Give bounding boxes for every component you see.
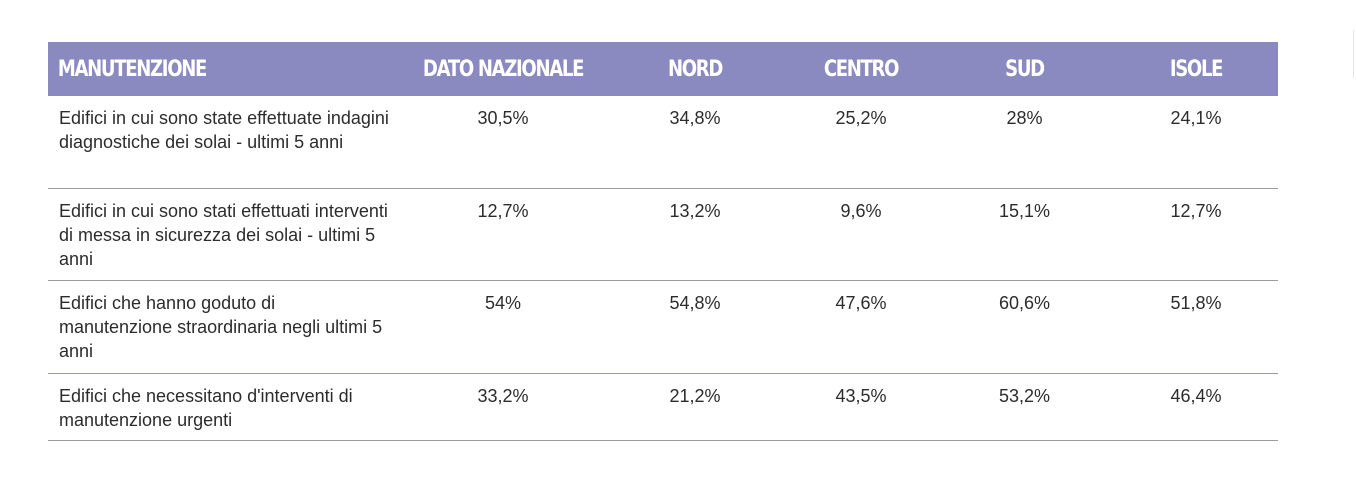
table-row: Edifici in cui sono state effettuate ind… <box>48 96 1278 189</box>
cell-dato-nazionale: 54% <box>403 280 603 374</box>
cell-centro: 43,5% <box>787 373 935 441</box>
row-label: Edifici che hanno goduto di manutenzione… <box>48 280 403 374</box>
cell-isole: 46,4% <box>1114 373 1278 441</box>
cell-sud: 28% <box>935 96 1114 189</box>
table-row: Edifici che necessitano d'interventi di … <box>48 373 1278 441</box>
edge-divider <box>1353 30 1354 78</box>
header-dato-nazionale: DATO NAZIONALE <box>422 56 584 82</box>
cell-nord: 34,8% <box>603 96 787 189</box>
cell-centro: 9,6% <box>787 188 935 281</box>
cell-sud: 60,6% <box>935 280 1114 374</box>
table-header: MANUTENZIONE DATO NAZIONALE NORD CENTRO … <box>48 42 1278 96</box>
cell-sud: 15,1% <box>935 188 1114 281</box>
cell-sud: 53,2% <box>935 373 1114 441</box>
cell-isole: 24,1% <box>1114 96 1278 189</box>
cell-isole: 51,8% <box>1114 280 1278 374</box>
header-isole: ISOLE <box>1169 56 1224 82</box>
table-body: Edifici in cui sono state effettuate ind… <box>48 96 1278 441</box>
header-nord: NORD <box>667 56 723 82</box>
cell-centro: 25,2% <box>787 96 935 189</box>
row-label: Edifici che necessitano d'interventi di … <box>48 373 403 441</box>
cell-nord: 13,2% <box>603 188 787 281</box>
cell-dato-nazionale: 30,5% <box>403 96 603 189</box>
row-label: Edifici in cui sono state effettuate ind… <box>48 96 403 189</box>
table-row: Edifici in cui sono stati effettuati int… <box>48 188 1278 281</box>
maintenance-table: MANUTENZIONE DATO NAZIONALE NORD CENTRO … <box>48 42 1278 441</box>
row-label: Edifici in cui sono stati effettuati int… <box>48 188 403 281</box>
cell-dato-nazionale: 12,7% <box>403 188 603 281</box>
cell-isole: 12,7% <box>1114 188 1278 281</box>
header-centro: CENTRO <box>823 56 900 82</box>
header-manutenzione: MANUTENZIONE <box>57 56 208 82</box>
cell-centro: 47,6% <box>787 280 935 374</box>
cell-nord: 54,8% <box>603 280 787 374</box>
cell-nord: 21,2% <box>603 373 787 441</box>
cell-dato-nazionale: 33,2% <box>403 373 603 441</box>
header-sud: SUD <box>1005 56 1045 82</box>
header-row: MANUTENZIONE DATO NAZIONALE NORD CENTRO … <box>48 42 1278 96</box>
table-row: Edifici che hanno goduto di manutenzione… <box>48 280 1278 374</box>
